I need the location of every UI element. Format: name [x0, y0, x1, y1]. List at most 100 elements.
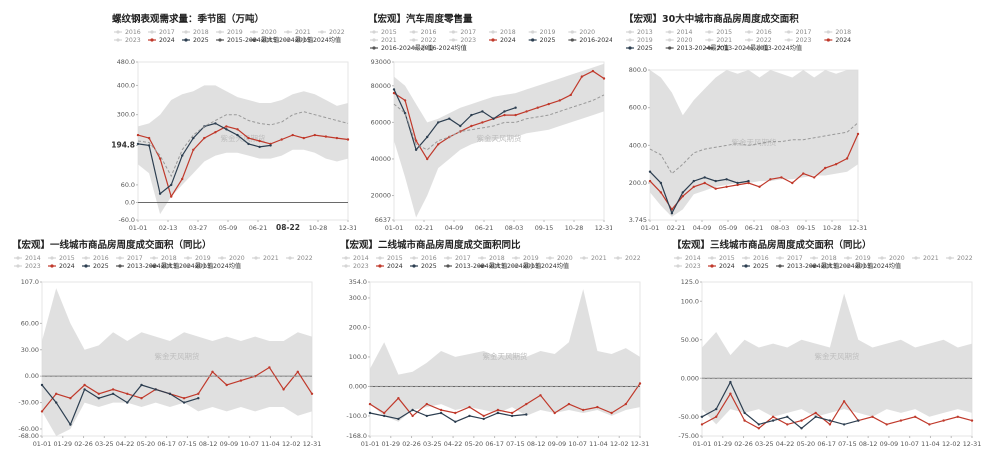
legend-swatch-dot [252, 38, 256, 42]
data-point [525, 402, 528, 406]
data-point [170, 183, 173, 187]
x-tick-label: 11-04 [589, 440, 608, 448]
data-point [970, 419, 974, 422]
legend-swatch-dot [747, 30, 751, 34]
data-point [714, 187, 717, 190]
data-point [496, 408, 500, 412]
y-tick-label: 300.0 [117, 111, 135, 119]
chart-tier1: 【宏观】一线城市商品房周度成交面积（同比） 2014 2015 2016 2017 201… [12, 239, 321, 448]
legend-item: 2021 [912, 255, 939, 262]
data-point [769, 178, 772, 181]
data-point [236, 133, 239, 137]
legend-item: 2023 [674, 263, 701, 270]
range-band [370, 289, 640, 422]
series-line-2025 [649, 171, 749, 215]
legend-label: 2020 [889, 255, 905, 262]
x-tick-label: 10-07 [900, 440, 919, 448]
legend-swatch-dot [480, 256, 484, 260]
legend-label: 2013-2024最小值 [716, 44, 768, 52]
range-band [702, 293, 972, 425]
legend-swatch-dot [744, 264, 748, 268]
legend-swatch-dot [778, 256, 782, 260]
legend-swatch-dot [372, 30, 376, 34]
data-point [392, 91, 396, 95]
data-point [468, 405, 471, 409]
legend-label: 2024 [500, 37, 516, 44]
y-tick-label: 30.00 [21, 346, 39, 354]
data-point [914, 415, 917, 418]
data-point [814, 415, 817, 418]
legend-label: 2018 [193, 29, 209, 36]
data-point [426, 135, 429, 139]
data-point [729, 380, 732, 384]
data-point [459, 124, 462, 128]
legend-label: 2020 [677, 37, 693, 44]
x-tick-label: 04-22 [776, 440, 795, 448]
chart-title: 【宏观】三线城市商品房周度成交面积（同比） [672, 239, 872, 251]
x-tick-label: 01-01 [129, 224, 148, 232]
data-point [126, 401, 129, 404]
watermark: 紫金天风期货 [732, 137, 777, 147]
y-tick-label: -100.0 [346, 412, 367, 420]
data-point [956, 415, 959, 418]
legend-item: 2022 [614, 255, 641, 262]
y-tick-label: 100.0 [681, 297, 699, 305]
legend-swatch-dot [514, 264, 518, 268]
data-point [225, 125, 228, 128]
y-tick-label: 60.0 [121, 181, 135, 189]
legend-label: 2020 [229, 255, 245, 262]
legend-label: 2017 [796, 29, 812, 36]
data-point [182, 397, 186, 400]
legend-item: 2018 [150, 255, 177, 262]
legend-item: 2025 [82, 263, 109, 270]
legend-label: 2022 [297, 255, 313, 262]
legend-item: 2023 [114, 37, 141, 44]
watermark: 紫金天风期货 [477, 133, 522, 143]
legend-item: 2016 [82, 255, 109, 262]
chart-title: 螺纹钢表观需求量：季节图（万吨） [112, 13, 264, 25]
x-tick-label: 01-29 [53, 440, 72, 448]
data-point [55, 401, 58, 404]
data-point [715, 407, 718, 411]
legend-label: 2018 [835, 29, 851, 36]
legend-label: 2017 [455, 255, 471, 262]
data-point [302, 136, 305, 140]
legend-item: 2016 [409, 29, 436, 36]
legend-item: 2025 [626, 45, 653, 52]
y-tick-label: 194.8 [111, 140, 135, 149]
legend-item: 2022 [946, 255, 973, 262]
x-tick-label: 12-02 [282, 440, 301, 448]
data-point [140, 397, 143, 400]
y-tick-label: 300.0 [349, 294, 367, 302]
legend-label: 2023 [125, 37, 141, 44]
legend-item: 2013-2024均值 [512, 262, 569, 270]
legend-swatch-dot [252, 30, 256, 34]
data-point [437, 121, 440, 124]
data-point [181, 154, 184, 157]
data-point [296, 370, 299, 373]
legend-item: 2020 [250, 29, 277, 36]
legend-label: 2020 [579, 29, 595, 36]
legend-label: 2017 [460, 29, 476, 36]
legend-item: 2024 [376, 263, 403, 270]
legend-item: 2024 [824, 37, 851, 44]
legend-swatch-dot [570, 38, 574, 42]
data-point [802, 172, 805, 175]
data-point [403, 99, 407, 102]
legend-item: 2018 [810, 255, 837, 262]
legend-label: 2022 [957, 255, 973, 262]
data-point [268, 366, 271, 369]
data-point [482, 414, 485, 418]
x-tick-label: 06-21 [475, 224, 494, 232]
x-tick-label: 08-22 [276, 223, 300, 232]
legend-swatch-dot [344, 264, 348, 268]
data-point [411, 414, 414, 418]
legend-item: 2018 [824, 29, 851, 36]
data-point [411, 408, 414, 412]
x-tick-label: 02-21 [667, 224, 686, 232]
legend-label: 2024 [159, 37, 175, 44]
data-point [425, 414, 428, 418]
x-tick-label: 06-17 [817, 440, 836, 448]
legend-label: 2020 [261, 29, 277, 36]
